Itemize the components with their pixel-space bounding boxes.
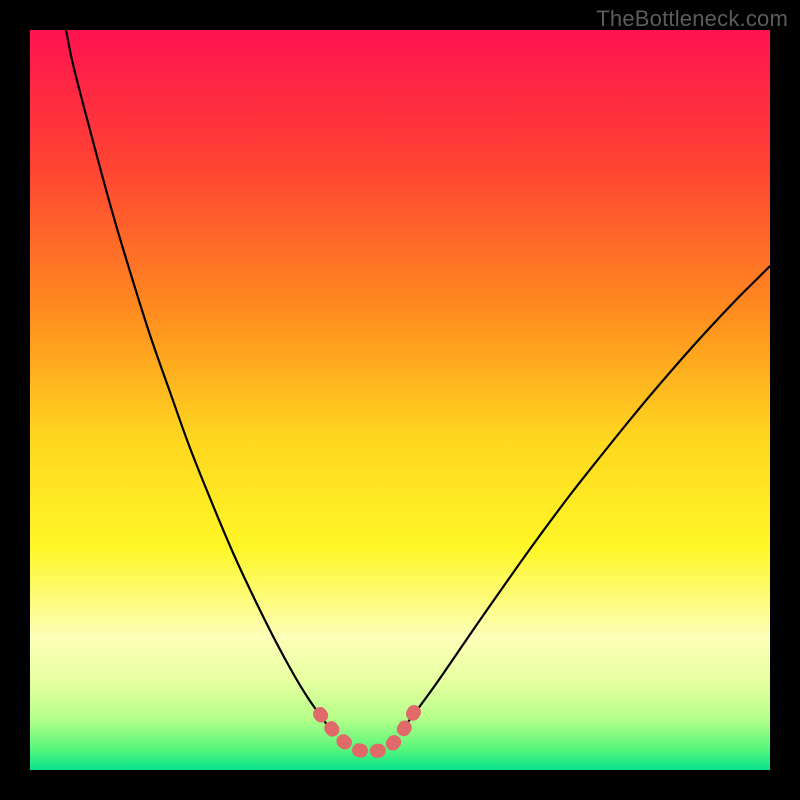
chart-frame: TheBottleneck.com (0, 0, 800, 800)
valley-overlay (320, 712, 414, 751)
curve-left-branch (66, 30, 334, 733)
watermark-text: TheBottleneck.com (596, 6, 788, 32)
curve-layer (30, 30, 770, 770)
curve-right-branch (400, 266, 770, 732)
